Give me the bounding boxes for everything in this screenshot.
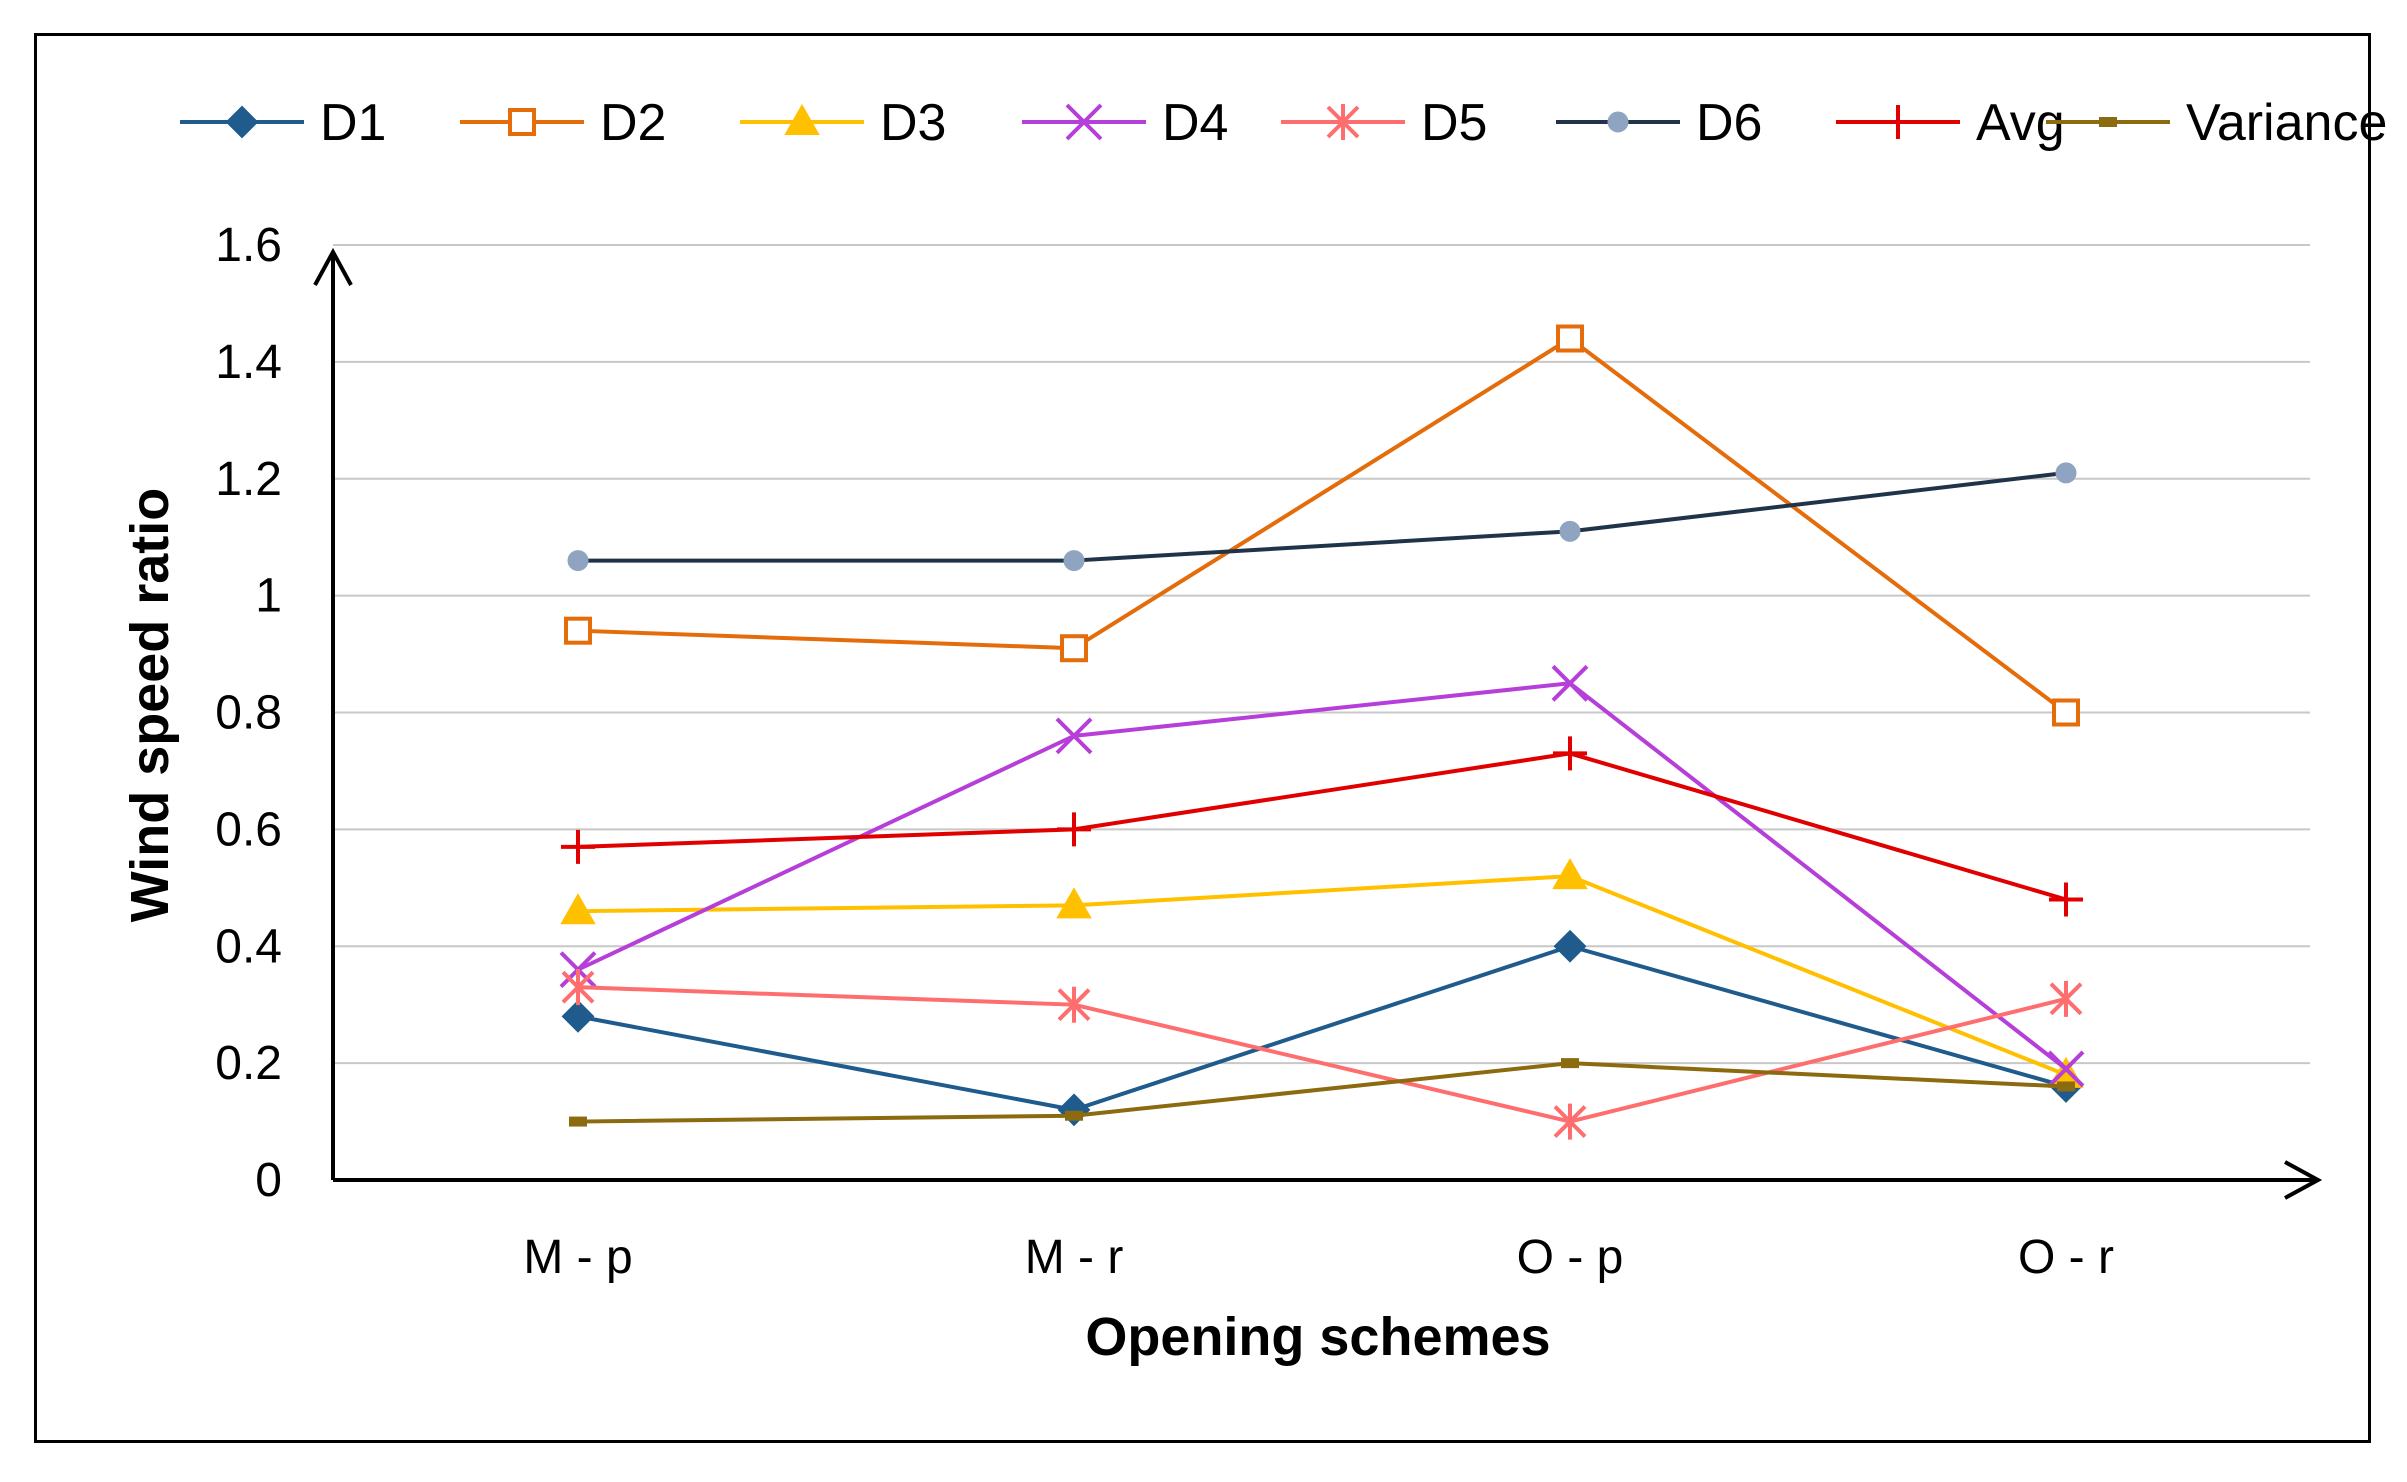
data-point: [561, 829, 595, 864]
data-point: [561, 999, 595, 1033]
legend: D1 D2 D3 D4 D5 D6 Avg Variance: [180, 94, 2387, 152]
data-point: [2057, 1081, 2075, 1092]
series-d6: [567, 462, 2077, 572]
y-tick-labels: 0 0.2 0.4 0.6 0.8 1 1.2 1.4 1.6: [215, 219, 282, 1207]
legend-swatch-marker: [1326, 104, 1360, 140]
axes: [313, 247, 2323, 1200]
y-tick-label: 0.4: [215, 920, 282, 973]
data-point: [1556, 324, 1584, 353]
y-tick-label: 0: [255, 1154, 282, 1207]
x-tick-label: M - p: [523, 1231, 632, 1284]
series-line: [577, 336, 2068, 715]
legend-entry-variance: Variance: [2046, 94, 2387, 152]
legend-entry-d1: D1: [180, 94, 386, 152]
legend-label: D2: [600, 94, 666, 152]
series-line: [577, 874, 2067, 1077]
gridlines: [333, 244, 2310, 1065]
legend-label: D3: [880, 94, 946, 152]
legend-label: D1: [320, 94, 386, 152]
data-point: [2055, 462, 2077, 484]
series-d5: [561, 969, 2083, 1140]
data-point: [1553, 929, 1587, 963]
y-tick-label: 0.8: [215, 687, 282, 740]
data-point: [564, 616, 592, 645]
legend-entry-d6: D6: [1556, 94, 1762, 152]
legend-label: D5: [1421, 94, 1487, 152]
series-d4: [559, 664, 2085, 1088]
series-avg: [561, 736, 2083, 917]
series-variance: [569, 1058, 2075, 1127]
data-point: [1065, 1110, 1083, 1121]
legend-swatch-marker: [784, 103, 820, 135]
data-point: [1561, 1058, 1579, 1069]
legend-entry-d5: D5: [1281, 94, 1487, 152]
y-tick-label: 0.2: [215, 1037, 282, 1090]
y-tick-label: 1: [255, 570, 282, 623]
data-point: [1057, 986, 1091, 1023]
data-point: [561, 969, 595, 1006]
series-line: [577, 985, 2067, 1124]
legend-entry-d3: D3: [740, 94, 946, 152]
y-axis-arrow: [313, 247, 353, 286]
series-line: [577, 681, 2068, 1071]
legend-label: D6: [1696, 94, 1762, 152]
legend-swatch-marker: [225, 105, 259, 139]
data-point: [1060, 634, 1088, 663]
y-tick-label: 1.4: [215, 336, 282, 389]
data-point: [1553, 1103, 1587, 1140]
series-line: [577, 751, 2067, 902]
series-lines: [559, 324, 2085, 1140]
data-point: [1063, 550, 1085, 572]
y-tick-label: 0.6: [215, 803, 282, 856]
legend-swatch-marker: [2099, 117, 2117, 127]
y-tick-label: 1.6: [215, 219, 282, 272]
series-line: [577, 1061, 2067, 1124]
legend-swatch-marker: [508, 108, 536, 136]
legend-label: Variance: [2186, 94, 2387, 152]
data-point: [1056, 887, 1092, 919]
data-point: [1553, 736, 1587, 771]
x-axis-title: Opening schemes: [1085, 1307, 1550, 1367]
series-d1: [561, 929, 2083, 1127]
legend-swatch-marker: [1881, 105, 1915, 139]
x-axis-arrow: [2284, 1160, 2323, 1200]
data-point: [2047, 1050, 2085, 1088]
data-point: [2049, 980, 2083, 1017]
data-point: [1057, 812, 1091, 847]
legend-entry-d4: D4: [1022, 94, 1228, 152]
data-point: [569, 1116, 587, 1127]
x-tick-label: O - p: [1517, 1231, 1624, 1284]
legend-label: D4: [1162, 94, 1228, 152]
data-point: [1055, 717, 1093, 755]
data-point: [2052, 698, 2080, 727]
chart-frame: [34, 33, 2371, 1443]
data-point: [1057, 1093, 1091, 1127]
y-tick-label: 1.2: [215, 453, 282, 506]
data-point: [560, 893, 596, 925]
legend-swatch-marker: [1607, 111, 1629, 133]
y-axis-title: Wind speed ratio: [120, 488, 180, 923]
data-point: [1559, 520, 1581, 542]
data-point: [567, 550, 589, 572]
data-point: [1551, 664, 1589, 702]
series-d3: [560, 858, 2084, 1088]
data-point: [1552, 858, 1588, 890]
series-d2: [564, 324, 2080, 727]
legend-entry-avg: Avg: [1836, 94, 2065, 152]
series-line: [578, 470, 2067, 563]
x-tick-label: M - r: [1025, 1231, 1124, 1284]
legend-swatch-marker: [1065, 103, 1103, 141]
data-point: [2049, 882, 2083, 917]
x-tick-label: O - r: [2018, 1231, 2114, 1284]
series-line: [577, 944, 2067, 1112]
legend-entry-d2: D2: [460, 94, 666, 152]
